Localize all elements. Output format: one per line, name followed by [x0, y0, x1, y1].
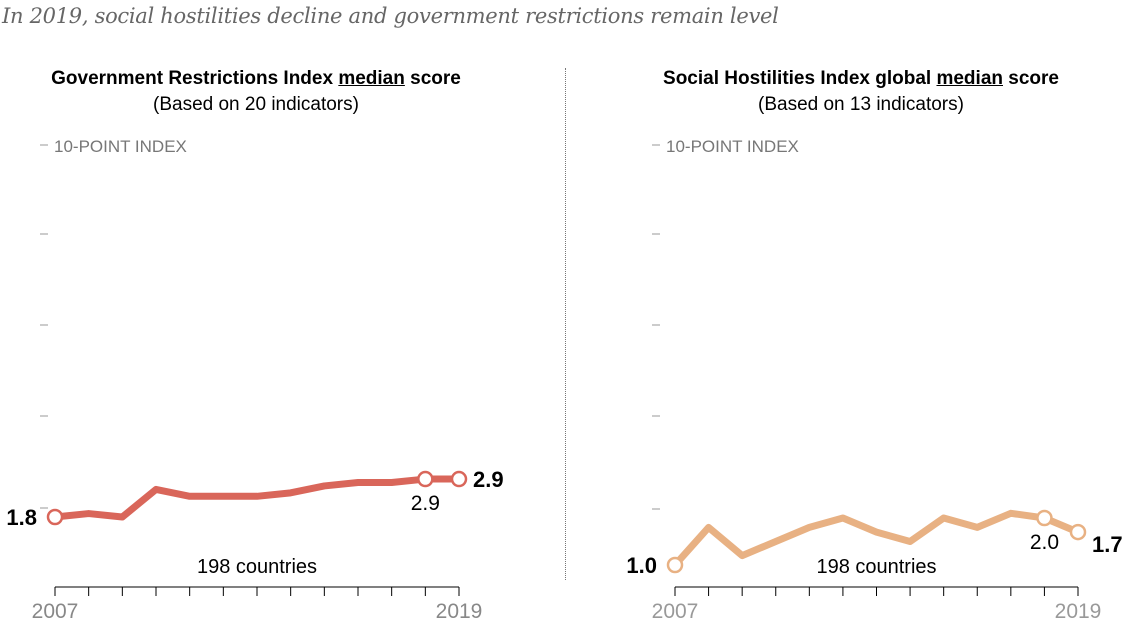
data-point-marker	[1069, 523, 1087, 541]
y-axis-label: 10-POINT INDEX	[666, 137, 799, 156]
label-prev-value: 2.0	[1030, 531, 1059, 554]
label-end-value: 2.9	[473, 467, 504, 492]
y-axis-label: 10-POINT INDEX	[54, 137, 187, 156]
label-start-value: 1.0	[626, 553, 657, 578]
title-emphasis: median	[338, 68, 405, 89]
chart-divider	[565, 68, 566, 580]
title-text: Government Restrictions Index	[51, 68, 339, 89]
title-text: score	[404, 68, 461, 89]
figure-subtitle: In 2019, social hostilities decline and …	[2, 4, 779, 28]
title-emphasis: median	[936, 68, 1003, 89]
series-line	[51, 475, 463, 521]
data-point-marker	[666, 556, 684, 574]
right-chart-title: Social Hostilities Index global median s…	[581, 68, 1128, 90]
annotation-countries: 198 countries	[197, 556, 317, 578]
title-text: score	[1003, 68, 1059, 89]
label-end-value: 1.7	[1092, 532, 1123, 557]
x-tick-label: 2019	[1055, 600, 1102, 623]
data-point-marker	[1036, 509, 1053, 527]
annotation-countries: 198 countries	[816, 556, 936, 578]
data-point-marker	[46, 508, 64, 526]
x-tick-label: 2007	[652, 600, 699, 623]
x-tick-label: 2019	[436, 600, 483, 623]
left-chart-subtitle: (Based on 20 indicators)	[153, 94, 359, 115]
label-start-value: 1.8	[6, 505, 37, 530]
right-chart-subtitle: (Based on 13 indicators)	[758, 94, 964, 115]
x-tick-label: 2007	[32, 600, 79, 623]
left-chart-title: Government Restrictions Index median sco…	[0, 68, 536, 90]
data-point-marker	[417, 470, 434, 488]
series-line	[671, 509, 1082, 569]
title-text: Social Hostilities Index global	[663, 68, 937, 89]
label-prev-value: 2.9	[411, 492, 440, 515]
data-point-marker	[450, 470, 468, 488]
